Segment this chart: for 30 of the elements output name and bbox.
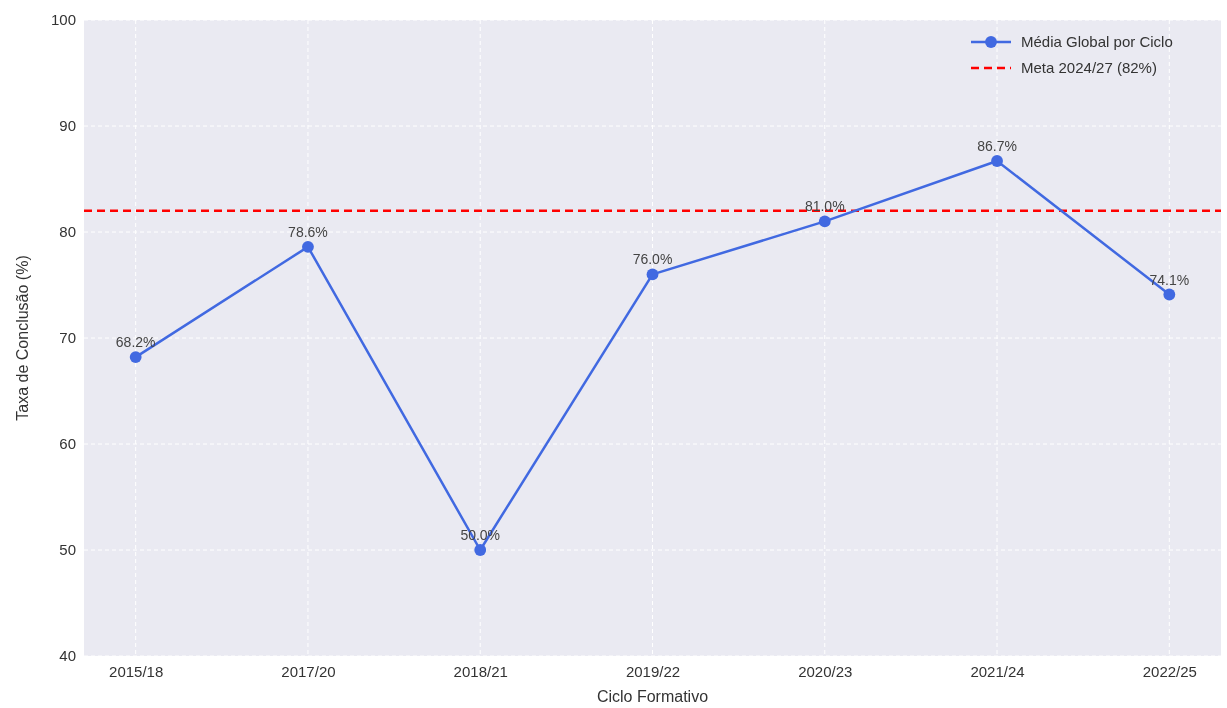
x-tick-label: 2022/25 (1142, 662, 1197, 680)
legend-label: Meta 2024/27 (82%) (1021, 59, 1157, 76)
y-tick-label: 100 (50, 11, 76, 29)
x-axis-title: Ciclo Formativo (596, 688, 709, 705)
legend-label: Média Global por Ciclo (1021, 33, 1173, 50)
y-tick-label: 40 (59, 647, 76, 665)
y-tick-label: 50 (59, 541, 76, 559)
x-tick-label: 2019/22 (625, 662, 681, 680)
data-label: 76.0% (632, 251, 673, 268)
y-tick-label: 80 (59, 223, 76, 241)
y-tick-label: 90 (59, 117, 76, 135)
x-tick-label: 2020/23 (798, 662, 853, 680)
point (818, 215, 831, 228)
x-tick-label: 2021/24 (970, 662, 1025, 680)
data-label: 86.7% (977, 137, 1017, 154)
x-tick-label: 2015/18 (109, 662, 164, 680)
point (129, 351, 142, 363)
y-tick-label: 60 (59, 435, 76, 453)
y-axis-title: Taxa de Conclusão (%) (14, 255, 31, 421)
point (302, 240, 314, 253)
point (991, 155, 1003, 167)
x-tick-label: 2017/20 (281, 662, 336, 680)
data-label: 74.1% (1149, 271, 1190, 288)
point (646, 268, 659, 281)
y-tick-label: 70 (59, 329, 76, 347)
point (474, 544, 487, 556)
point (1163, 288, 1176, 301)
data-label: 78.6% (288, 223, 328, 240)
x-tick-label: 2018/21 (453, 662, 508, 680)
data-label: 68.2% (115, 334, 156, 351)
